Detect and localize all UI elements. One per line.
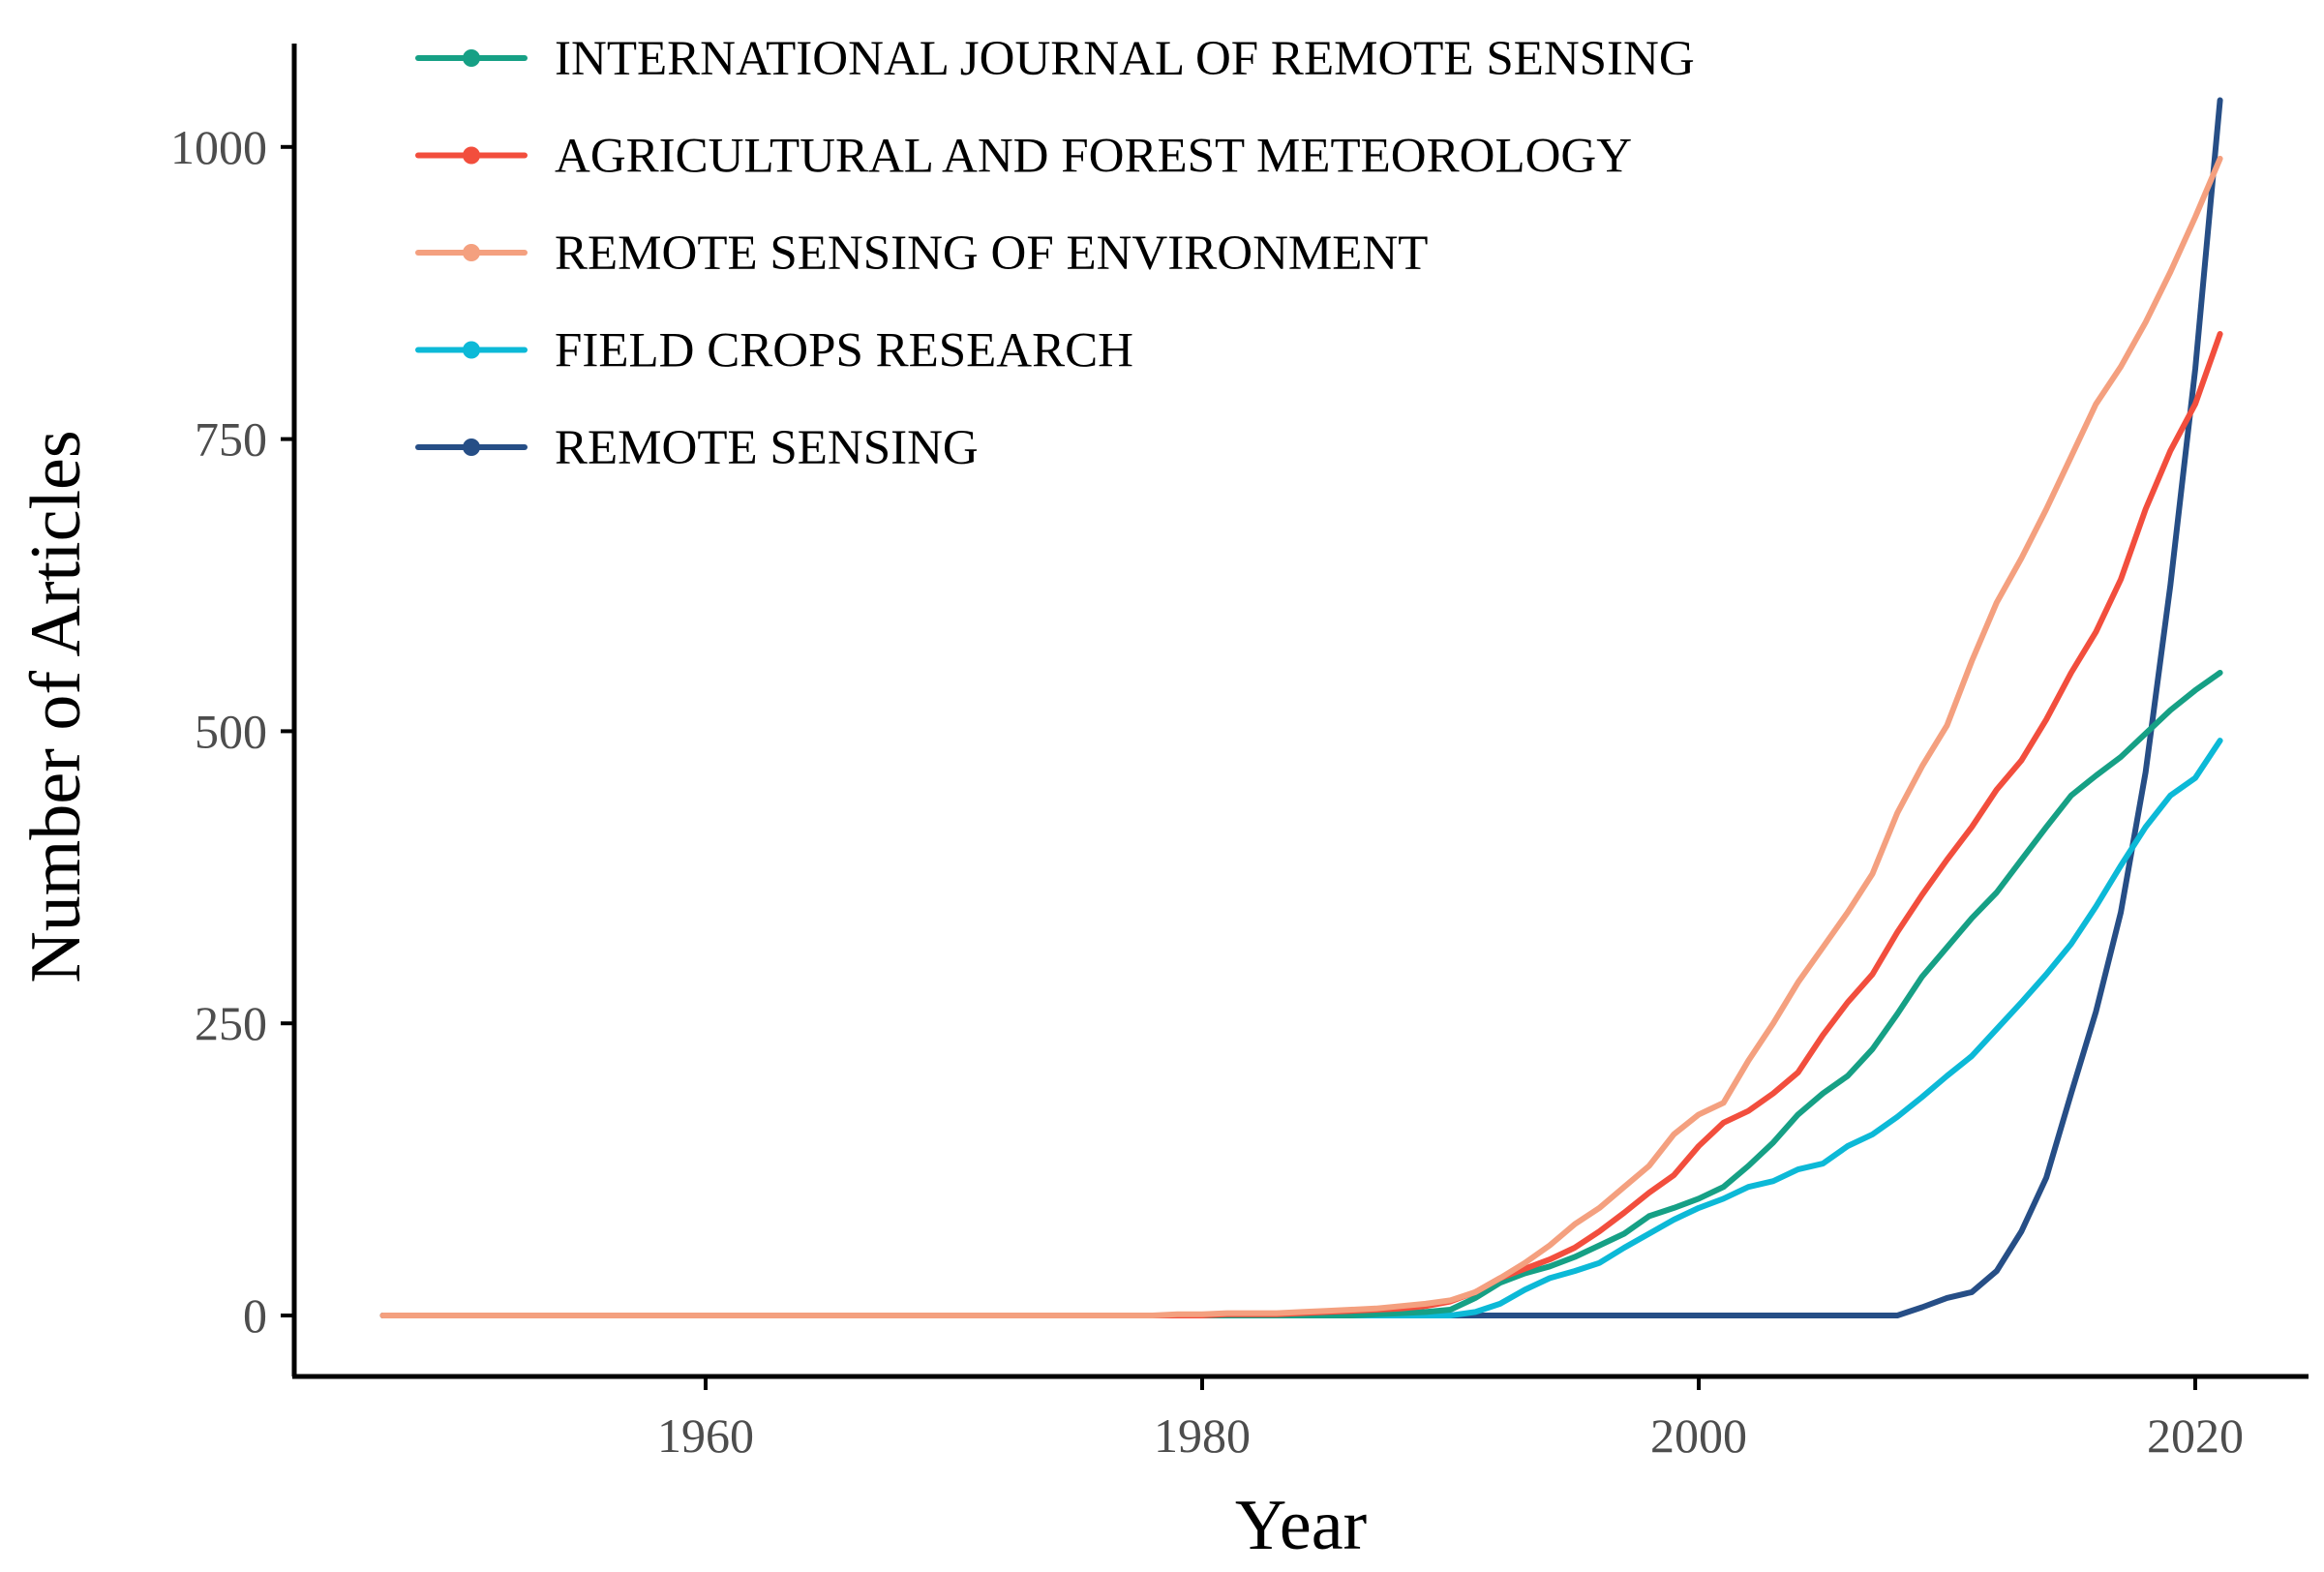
axes-layer bbox=[291, 44, 2309, 1379]
legend-swatch-dot bbox=[463, 341, 480, 359]
y-tick-label: 250 bbox=[195, 996, 267, 1050]
y-tick-label: 500 bbox=[195, 704, 267, 758]
series-line-remote-sensing-of-environment bbox=[379, 155, 2223, 1318]
legend-item: INTERNATIONAL JOURNAL OF REMOTE SENSING bbox=[415, 32, 1695, 86]
ticks-layer: 1960 1980 2000 2020 0 250 500 750 1000 bbox=[170, 120, 2244, 1463]
legend-item: AGRICULTURAL AND FOREST METEOROLOGY bbox=[415, 130, 1632, 184]
x-tick-label: 2000 bbox=[1650, 1408, 1747, 1463]
y-axis-title: Number of Articles bbox=[16, 430, 96, 982]
x-tick-label: 1960 bbox=[657, 1408, 754, 1463]
series-line-field-crops-research bbox=[379, 738, 2223, 1318]
legend-item: REMOTE SENSING bbox=[415, 421, 979, 475]
y-tick-label: 1000 bbox=[170, 120, 267, 174]
legend-item: REMOTE SENSING OF ENVIRONMENT bbox=[415, 227, 1428, 281]
legend-swatch-dot bbox=[463, 146, 480, 165]
legend-swatch-dot bbox=[463, 244, 480, 261]
legend-label: FIELD CROPS RESEARCH bbox=[555, 324, 1133, 378]
x-axis-title: Year bbox=[1235, 1486, 1367, 1565]
y-tick-label: 0 bbox=[243, 1288, 267, 1343]
legend-label: REMOTE SENSING bbox=[555, 421, 979, 475]
y-tick-label: 750 bbox=[195, 412, 267, 467]
series-layer bbox=[379, 97, 2223, 1318]
legend-label: AGRICULTURAL AND FOREST METEOROLOGY bbox=[555, 130, 1632, 184]
series-line-agricultural-and-forest-meteorology bbox=[379, 331, 2223, 1318]
legend: INTERNATIONAL JOURNAL OF REMOTE SENSING A… bbox=[415, 32, 1695, 475]
legend-label: INTERNATIONAL JOURNAL OF REMOTE SENSING bbox=[555, 32, 1695, 86]
series-line-remote-sensing bbox=[379, 97, 2223, 1318]
legend-swatch-dot bbox=[463, 49, 480, 67]
series-line-international-journal-of-remote-sensing bbox=[379, 670, 2223, 1318]
x-tick-label: 1980 bbox=[1154, 1408, 1251, 1463]
legend-item: FIELD CROPS RESEARCH bbox=[415, 324, 1133, 378]
x-tick-label: 2020 bbox=[2147, 1408, 2244, 1463]
legend-label: REMOTE SENSING OF ENVIRONMENT bbox=[555, 227, 1428, 281]
legend-swatch-dot bbox=[463, 438, 480, 456]
